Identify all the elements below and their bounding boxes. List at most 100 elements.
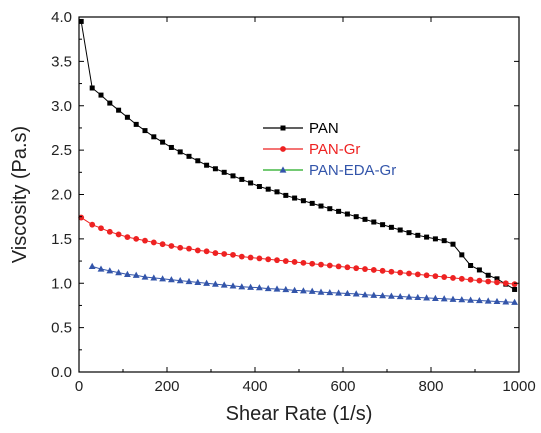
data-point-pan-gr xyxy=(78,214,85,221)
y-axis-title: Viscosity (Pa.s) xyxy=(9,126,31,263)
y-tick-label: 4.0 xyxy=(51,9,72,26)
data-point-pan-gr xyxy=(458,275,465,282)
data-point-pan-gr xyxy=(406,270,412,277)
series-line-pan-eda-gr xyxy=(92,265,515,303)
data-point-pan-eda-gr xyxy=(291,286,298,293)
data-point-pan-eda-gr xyxy=(124,270,131,277)
legend-item-pan-eda-gr: PAN-EDA-Gr xyxy=(263,162,396,179)
data-point-pan-gr xyxy=(106,228,113,235)
legend-item-pan: PAN xyxy=(263,120,339,137)
data-point-pan-gr xyxy=(485,278,492,285)
data-point-pan-gr xyxy=(124,234,131,241)
data-point-pan xyxy=(388,224,394,230)
data-point-pan-eda-gr xyxy=(396,292,404,300)
data-point-pan-eda-gr xyxy=(317,288,325,295)
axes: 0 200 400 600 800 1000 0.0 0.5 1.0 1.5 2.0 2.5 3.0 3.… xyxy=(51,9,536,395)
data-point-pan xyxy=(256,184,262,190)
y-tick-label: 2.5 xyxy=(51,142,72,159)
data-point-pan xyxy=(459,252,465,258)
legend-label: PAN-Gr xyxy=(309,141,360,158)
data-point-pan xyxy=(248,180,254,186)
data-point-pan xyxy=(336,208,342,214)
data-point-pan xyxy=(450,241,456,247)
data-point-pan xyxy=(212,166,218,172)
data-point-pan xyxy=(239,176,245,182)
data-point-pan-eda-gr xyxy=(203,279,210,286)
data-point-pan xyxy=(221,169,227,175)
series-pan-eda-gr xyxy=(88,262,518,305)
data-point-pan xyxy=(344,211,350,217)
data-point-pan-gr xyxy=(370,267,377,273)
data-point-pan-eda-gr xyxy=(467,296,474,303)
data-point-pan-eda-gr xyxy=(432,294,439,301)
data-point-pan xyxy=(265,186,271,192)
data-point-pan-gr xyxy=(397,269,404,276)
series-pan xyxy=(78,18,518,292)
data-point-pan-eda-gr xyxy=(185,277,193,285)
x-tick-label: 200 xyxy=(154,378,179,395)
data-point-pan-gr xyxy=(256,255,263,262)
data-point-pan xyxy=(195,158,201,164)
y-tick-label: 2.0 xyxy=(51,187,72,204)
y-tick-label: 0.0 xyxy=(51,364,72,381)
data-point-pan xyxy=(292,195,298,201)
data-point-pan-gr xyxy=(379,267,386,274)
data-point-pan-gr xyxy=(450,275,456,281)
data-point-pan xyxy=(353,214,359,220)
data-point-pan-eda-gr xyxy=(247,283,254,290)
data-point-pan-gr xyxy=(300,259,307,266)
data-point-pan-gr xyxy=(388,268,395,275)
data-point-pan-gr xyxy=(476,277,483,284)
data-point-pan-eda-gr xyxy=(115,269,122,276)
data-point-pan-gr xyxy=(414,271,421,278)
data-point-pan-eda-gr xyxy=(264,284,272,292)
data-point-pan xyxy=(309,200,315,206)
data-point-pan xyxy=(133,121,139,127)
legend-swatch-marker xyxy=(280,125,286,131)
data-point-pan xyxy=(397,227,403,233)
data-point-pan-eda-gr xyxy=(194,278,202,285)
data-point-pan xyxy=(380,222,386,228)
data-point-pan-gr xyxy=(221,251,228,257)
data-point-pan-gr xyxy=(194,247,201,254)
data-point-pan xyxy=(283,192,289,198)
data-point-pan xyxy=(89,85,95,91)
x-axis-title: Shear Rate (1/s) xyxy=(226,403,373,425)
data-point-pan xyxy=(230,173,236,179)
data-point-pan-eda-gr xyxy=(106,267,114,274)
data-point-pan-eda-gr xyxy=(511,298,518,305)
data-point-pan xyxy=(160,139,166,145)
data-point-pan xyxy=(362,216,368,222)
x-tick-label: 600 xyxy=(330,378,355,395)
y-tick-label: 0.5 xyxy=(51,320,72,337)
data-point-pan-gr xyxy=(326,262,333,269)
data-point-pan xyxy=(476,267,482,273)
series-line-pan xyxy=(80,21,515,290)
data-point-pan-gr xyxy=(186,245,192,252)
data-point-pan-eda-gr xyxy=(361,291,369,298)
data-point-pan-eda-gr xyxy=(344,289,351,297)
data-point-pan-eda-gr xyxy=(132,271,140,278)
data-point-pan-eda-gr xyxy=(449,295,457,302)
data-point-pan xyxy=(424,234,430,240)
data-point-pan-gr xyxy=(115,231,122,238)
data-point-pan xyxy=(485,272,491,278)
data-point-pan-eda-gr xyxy=(326,288,334,296)
data-point-pan-eda-gr xyxy=(238,283,246,290)
legend-item-pan-gr: PAN-Gr xyxy=(263,141,360,158)
data-point-pan-gr xyxy=(177,244,184,251)
data-point-pan-eda-gr xyxy=(476,296,483,304)
y-tick-label: 1.5 xyxy=(51,231,72,248)
data-point-pan-gr xyxy=(274,257,280,264)
data-point-pan-gr xyxy=(159,241,166,248)
data-point-pan-eda-gr xyxy=(300,287,307,294)
legend-label: PAN xyxy=(309,120,339,137)
data-point-pan-gr xyxy=(318,261,324,268)
data-point-pan-gr xyxy=(230,251,236,258)
legend-swatch-marker xyxy=(279,166,287,173)
plot-frame xyxy=(78,16,520,373)
x-tick-label: 0 xyxy=(75,378,83,395)
data-point-pan xyxy=(512,286,518,292)
data-point-pan-gr xyxy=(353,265,360,272)
data-point-pan-gr xyxy=(494,279,500,286)
